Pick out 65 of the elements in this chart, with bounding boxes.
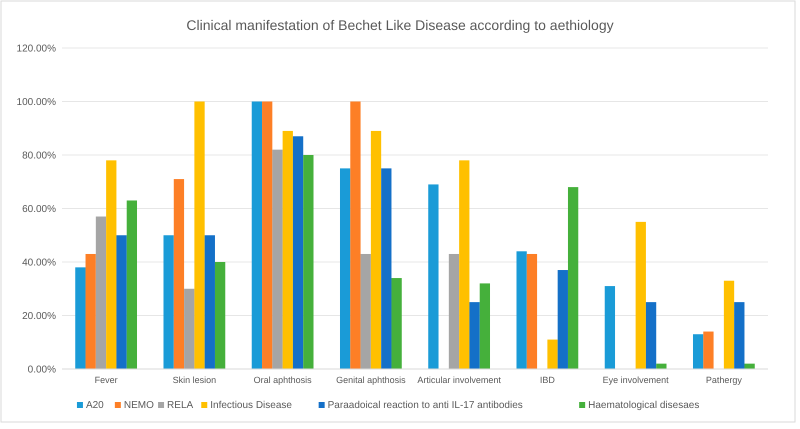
bar: [282, 130, 293, 369]
bar: [646, 302, 656, 369]
y-tick-label: 60.00%: [22, 204, 56, 215]
bar: [272, 150, 283, 369]
legend-label: Haematological disesaes: [588, 400, 700, 411]
x-tick-label: Fever: [94, 375, 118, 385]
legend-label: RELA: [167, 400, 194, 411]
y-tick-label: 40.00%: [22, 258, 56, 268]
x-tick-label: Articular involvement: [417, 375, 502, 385]
bar: [547, 340, 558, 369]
bar: [448, 254, 460, 369]
x-tick-label: Eye involvement: [602, 375, 670, 385]
bar: [194, 102, 205, 369]
y-tick-label: 100.00%: [16, 97, 56, 108]
x-tick-label: Skin lesion: [172, 375, 216, 385]
bar: [459, 160, 470, 369]
bar: [340, 168, 350, 369]
bar: [252, 102, 262, 369]
bar: [96, 216, 106, 369]
y-tick-label: 120.00%: [16, 44, 56, 54]
legend-label: Paraadoical reaction to anti IL-17 antibodies: [328, 400, 523, 411]
x-tick-label: Oral aphthosis: [254, 375, 312, 385]
legend-label: A20: [86, 400, 104, 411]
bar: [106, 160, 116, 369]
bar: [516, 251, 527, 369]
bar: [360, 254, 371, 369]
bar: [126, 200, 138, 369]
bar: [526, 254, 538, 369]
bar: [724, 280, 734, 369]
bar: [262, 102, 272, 369]
bar: [391, 278, 402, 369]
x-tick-label: Pathergy: [706, 375, 742, 385]
bar: [184, 288, 194, 369]
legend-label: Infectious Disease: [210, 400, 292, 411]
x-tick-label: Genital aphthosis: [336, 375, 406, 385]
bar: [381, 168, 392, 369]
bar: [480, 283, 490, 369]
bar: [292, 136, 304, 369]
bar: [75, 267, 86, 369]
bar: [734, 302, 744, 369]
bar: [370, 130, 382, 369]
bar: [469, 302, 480, 369]
chart-title: Clinical manifestation of Bechet Like Disease according to aethiology: [186, 17, 614, 33]
bar: [692, 334, 704, 369]
y-tick-label: 0.00%: [28, 364, 56, 376]
bar: [428, 184, 439, 369]
bar: [636, 222, 646, 369]
bar: [204, 235, 215, 369]
x-tick-label: IBD: [540, 375, 556, 385]
bar: [350, 102, 361, 369]
bar: [558, 270, 568, 369]
bar: [303, 155, 314, 369]
bar: [744, 364, 755, 369]
bar: [174, 179, 184, 369]
legend-label: NEMO: [124, 400, 154, 411]
bar: [703, 332, 714, 369]
y-tick-label: 20.00%: [22, 311, 56, 322]
bar: [214, 262, 226, 369]
bar: [163, 235, 174, 369]
bar: [656, 364, 667, 369]
y-tick-label: 80.00%: [22, 150, 56, 162]
bar: [568, 187, 578, 369]
bar: [604, 286, 616, 369]
bar: [86, 254, 96, 369]
bar: [116, 235, 127, 369]
